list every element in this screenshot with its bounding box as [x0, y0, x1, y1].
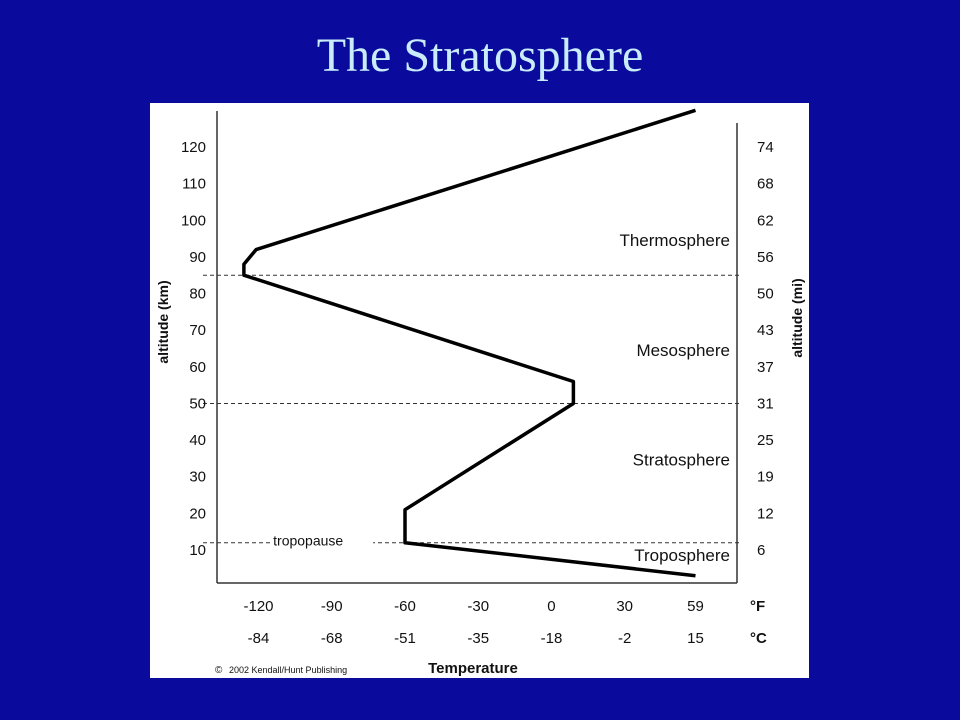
y-tick-mi-56: 56: [757, 249, 774, 266]
copyright-text: 2002 Kendall/Hunt Publishing: [229, 665, 347, 675]
layer-boundaries: tropopause: [203, 274, 741, 549]
temperature-profile-line-0: [242, 108, 697, 578]
y-tick-km-50: 50: [189, 395, 206, 412]
layer-label-troposphere: Troposphere: [634, 546, 730, 565]
y-tick-mi-37: 37: [757, 359, 774, 376]
y-tick-km-120: 120: [181, 139, 206, 156]
slide-title: The Stratosphere: [316, 29, 644, 82]
fahrenheit-tick-labels: -120 -90 -60 -30 0 30 59: [243, 598, 703, 615]
tropopause-label: tropopause: [273, 533, 343, 549]
layer-label-mesosphere: Mesosphere: [636, 341, 730, 360]
y-tick-mi-68: 68: [757, 176, 774, 193]
unit-fahrenheit: °F: [750, 598, 765, 615]
y-tick-km-20: 20: [189, 505, 206, 522]
layer-label-thermosphere: Thermosphere: [619, 231, 730, 250]
y-tick-km-10: 10: [189, 542, 206, 559]
y-tick-km-60: 60: [189, 359, 206, 376]
y-tick-mi-12: 12: [757, 505, 774, 522]
celsius-tick-labels: -84 -68 -51 -35 -18 -2 15: [248, 630, 704, 647]
y-tick-mi-31: 31: [757, 395, 774, 412]
y-tick-km-100: 100: [181, 212, 206, 229]
x-tick-f--60: -60: [394, 598, 416, 615]
y-tick-km-110: 110: [182, 176, 206, 193]
x-tick-c--2: -2: [618, 630, 631, 647]
x-tick-c-15: 15: [687, 630, 704, 647]
x-tick-f--120: -120: [243, 598, 273, 615]
y-tick-mi-19: 19: [757, 469, 774, 486]
copyright-symbol: ©: [215, 665, 223, 676]
x-tick-f-30: 30: [616, 598, 633, 615]
x-tick-f-59: 59: [687, 598, 704, 615]
x-axis-label: Temperature: [428, 660, 518, 677]
chart-figure: tropopause 10 20 30 40 50 60 70 80 90 100 110 120 6…: [150, 103, 809, 678]
y-tick-mi-74: 74: [757, 139, 774, 156]
y-tick-mi-43: 43: [757, 322, 774, 339]
y-tick-km-80: 80: [189, 286, 206, 303]
left-tick-labels: 10 20 30 40 50 60 70 80 90 100 110 120: [181, 139, 206, 559]
tropopause-label-bg: [271, 530, 374, 549]
x-tick-c--35: -35: [467, 630, 489, 647]
y-axis-label-left: altitude (km): [155, 280, 171, 363]
temperature-profile: [242, 108, 697, 578]
y-tick-km-90: 90: [189, 249, 206, 266]
x-tick-c--84: -84: [248, 630, 270, 647]
layer-labels: Troposphere Stratosphere Mesosphere Thermos…: [619, 231, 730, 565]
x-tick-f--30: -30: [467, 598, 489, 615]
x-tick-f-0: 0: [547, 598, 555, 615]
x-tick-c--18: -18: [541, 630, 563, 647]
y-tick-km-30: 30: [189, 469, 206, 486]
x-tick-f--90: -90: [321, 598, 343, 615]
y-tick-km-40: 40: [189, 432, 206, 449]
x-tick-c--68: -68: [321, 630, 343, 647]
y-axis-label-right: altitude (mi): [789, 278, 805, 357]
x-tick-c--51: -51: [394, 630, 416, 647]
y-tick-mi-6: 6: [757, 542, 765, 559]
right-tick-labels: 6 12 19 25 31 37 43 50 56 62 68 74: [757, 139, 774, 559]
layer-label-stratosphere: Stratosphere: [633, 451, 730, 470]
unit-celsius: °C: [750, 630, 767, 647]
y-tick-mi-25: 25: [757, 432, 774, 449]
y-tick-mi-62: 62: [757, 212, 774, 229]
y-tick-km-70: 70: [189, 322, 206, 339]
y-tick-mi-50: 50: [757, 286, 774, 303]
